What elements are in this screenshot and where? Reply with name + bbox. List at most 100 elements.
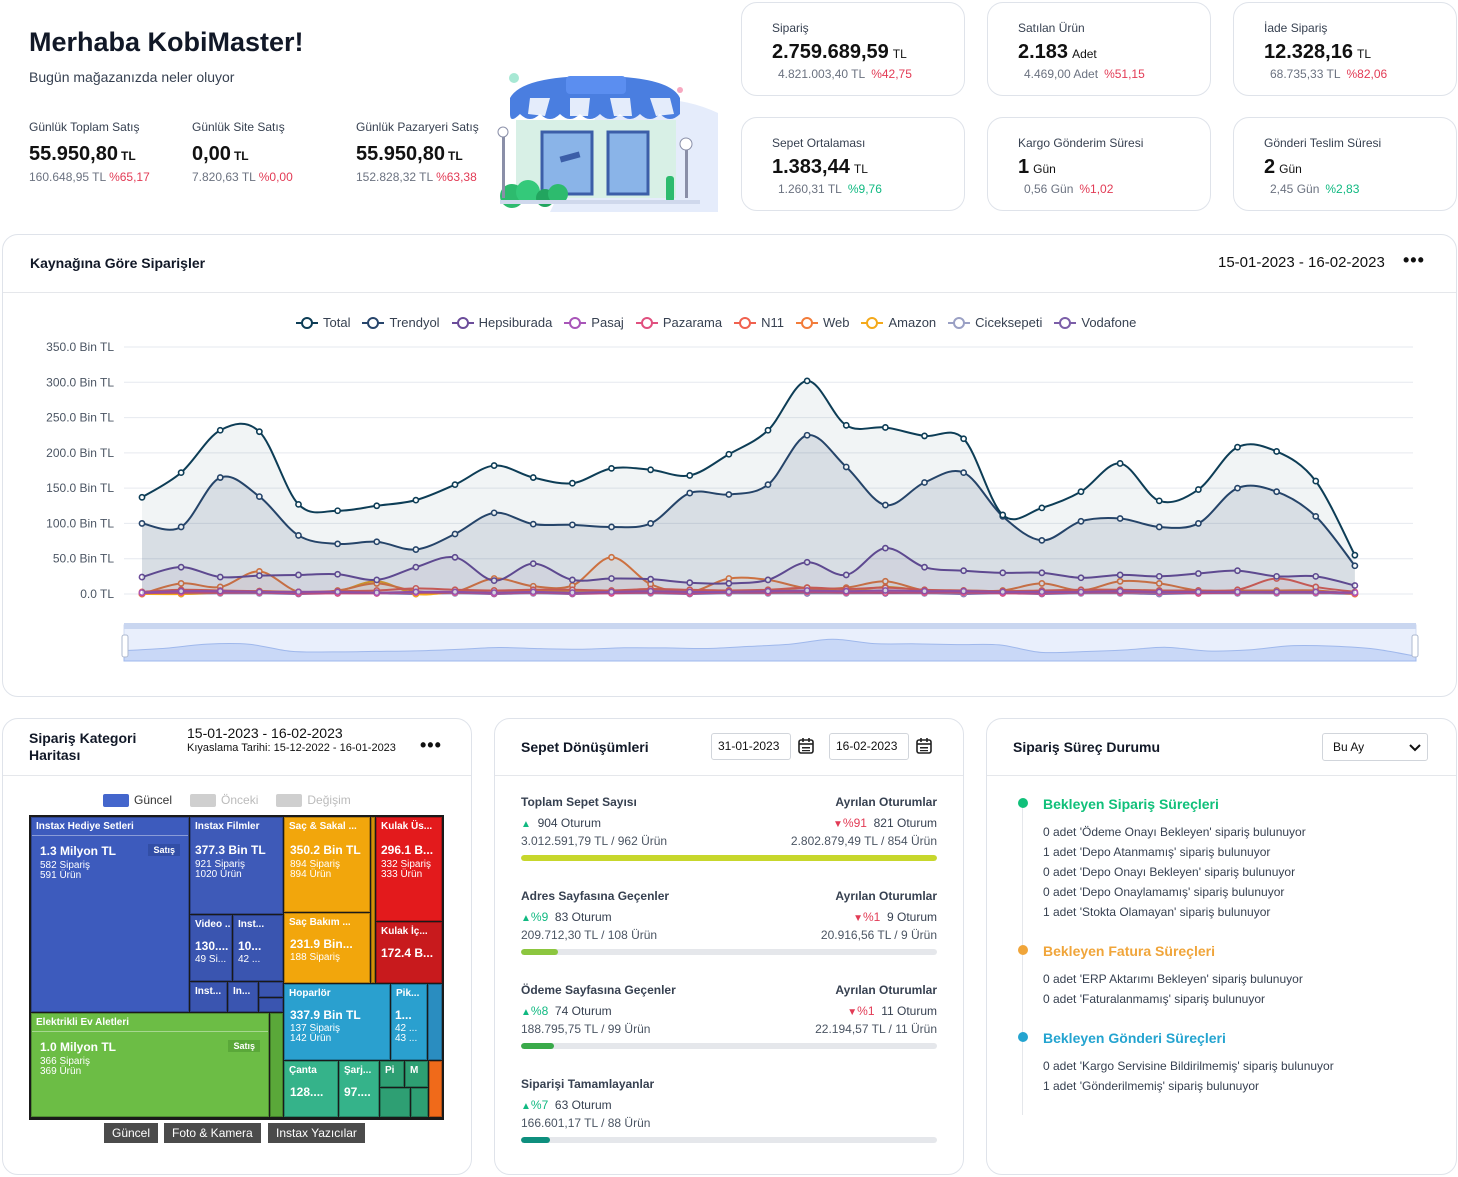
kpi-card-satilan-urun[interactable]: Satılan Ürün 2.183 Adet 4.469,00 Adet %51,… (987, 2, 1211, 96)
data-point-trendyol (881, 501, 889, 509)
legend-item-ciceksepeti[interactable]: Ciceksepeti (948, 315, 1042, 330)
process-item: 1 adet 'Stokta Olamayan' sipariş bulunuy… (1043, 905, 1271, 919)
basket-date-from[interactable]: 31-01-2023 (711, 733, 791, 760)
legend-item-web[interactable]: Web (795, 315, 850, 330)
treemap-tile-elektrikli-ev[interactable]: Elektrikli Ev Aletleri 1.0 Milyon TL Satı… (31, 1013, 269, 1117)
legend-item-total[interactable]: Total (296, 315, 350, 330)
legend-current[interactable]: Güncel (103, 793, 172, 807)
daily-marketplace-sales: Günlük Pazaryeri Satış 55.950,80 TL 152.8… (356, 120, 496, 184)
legend-label: Web (822, 315, 850, 330)
treemap-tile-sliver[interactable] (371, 817, 375, 983)
process-group-title[interactable]: Bekleyen Sipariş Süreçleri (1043, 796, 1219, 812)
stat-label: Günlük Pazaryeri Satış (356, 120, 479, 134)
treemap-tile-kulak-ustu[interactable]: Kulak Üs... 296.1 B... 332 Sipariş 333 Ü… (376, 817, 442, 921)
treemap-tile-sac-sakal[interactable]: Saç & Sakal ... 350.2 Bin TL 894 Sipariş… (284, 817, 370, 912)
series-area-total (142, 380, 1355, 594)
orders-date-range[interactable]: 15-01-2023 - 16-02-2023 (1218, 254, 1385, 271)
zoom-handle-left (121, 634, 129, 658)
progress-bar (521, 949, 937, 955)
greeting-subtitle: Bugün mağazanızda neler oluyor (29, 69, 235, 85)
treemap-tile-pi[interactable]: Pi (380, 1061, 404, 1087)
treemap-tile-hoparlor[interactable]: Hoparlör 337.9 Bin TL 137 Sipariş 142 Ür… (284, 984, 390, 1060)
tile-value: 10... (238, 939, 262, 953)
stat-unit: TL (233, 149, 249, 163)
kpi-change: %2,83 (1325, 182, 1360, 196)
data-point-trendyol (764, 481, 772, 489)
data-point-pasaj (216, 587, 224, 595)
data-point-pasaj (568, 589, 576, 596)
calendar-icon[interactable] (915, 737, 933, 755)
breadcrumb-foto-kamera[interactable]: Foto & Kamera (164, 1123, 261, 1143)
legend-item-vodafone[interactable]: Vodafone (1054, 315, 1136, 330)
tile-value: 172.4 B... (381, 946, 434, 960)
kpi-card-gonderi-teslim[interactable]: Gönderi Teslim Süresi 2 Gün 2,45 Gün %2,83 (1233, 117, 1457, 211)
legend-item-hepsiburada[interactable]: Hepsiburada (451, 315, 552, 330)
treemap-tile-orange-strip[interactable] (429, 1061, 442, 1117)
legend-item-amazon[interactable]: Amazon (861, 315, 936, 330)
basket-date-to[interactable]: 16-02-2023 (829, 733, 909, 760)
treemap-tile-blank[interactable] (259, 982, 283, 997)
kpi-card-kargo-gonderim[interactable]: Kargo Gönderim Süresi 1 Gün 0,56 Gün %1,02 (987, 117, 1211, 211)
zoom-preview (123, 638, 1417, 662)
data-point-hepsiburada (803, 558, 811, 566)
data-point-trendyol (608, 523, 615, 531)
treemap-tile-blue-strip[interactable] (428, 984, 442, 1060)
legend-item-trendyol[interactable]: Trendyol (362, 315, 440, 330)
data-point-total (1194, 486, 1202, 493)
tile-line: 43 ... (395, 1033, 418, 1044)
treemap-tile-blank[interactable] (380, 1088, 410, 1117)
treemap-tile-instax-small[interactable]: Inst... 10... 42 ... (233, 915, 283, 981)
treemap-tile-instax-hediye[interactable]: Instax Hediye Setleri 1.3 Milyon TL Satış… (31, 817, 189, 1012)
data-point-hepsiburada (295, 571, 302, 579)
treemap-tile-canta[interactable]: Çanta 128.... (284, 1061, 338, 1117)
data-point-pasaj (138, 589, 146, 596)
period-select[interactable]: Bu Ay (1322, 733, 1428, 761)
treemap-tile-blank[interactable] (259, 998, 283, 1012)
legend-label: Ciceksepeti (975, 315, 1043, 330)
treemap-tile-green-strip[interactable] (270, 1013, 283, 1117)
legend-change[interactable]: Değişim (276, 793, 351, 807)
progress-fill (521, 1137, 551, 1143)
kpi-card-siparis[interactable]: Sipariş 2.759.689,59 TL 4.821.003,40 TL %4… (741, 2, 965, 96)
process-group-title[interactable]: Bekleyen Fatura Süreçleri (1043, 943, 1215, 959)
down-arrow-icon: ▼ (833, 819, 843, 830)
data-point-hepsiburada (1077, 574, 1085, 582)
stat-change: %65,17 (109, 170, 150, 184)
treemap-tile-instax-filmler[interactable]: Instax Filmler 377.3 Bin TL 921 Sipariş … (190, 817, 283, 914)
calendar-icon[interactable] (797, 737, 815, 755)
legend-item-pazarama[interactable]: Pazarama (635, 315, 722, 330)
data-point-trendyol (216, 474, 224, 481)
category-menu-button[interactable]: ••• (420, 735, 442, 755)
breadcrumb-current[interactable]: Güncel (104, 1123, 159, 1143)
kpi-card-iade-siparis[interactable]: İade Sipariş 12.328,16 TL 68.735,33 TL %82… (1233, 2, 1457, 96)
treemap-tile-sarj[interactable]: Şarj... 97.... (339, 1061, 379, 1117)
data-point-pasaj (842, 587, 850, 595)
data-point-hepsiburada (412, 563, 420, 571)
treemap-tile-video[interactable]: Video ... 130.... 49 Si... (190, 915, 232, 981)
tile-line: 921 Sipariş (195, 859, 246, 870)
tile-value: 97.... (344, 1085, 371, 1099)
orders-menu-button[interactable]: ••• (1403, 250, 1425, 270)
kpi-card-sepet-ortalamasi[interactable]: Sepet Ortalaması 1.383,44 TL 1.260,31 TL%… (741, 117, 965, 211)
treemap-tile-pik[interactable]: Pik... 1... 42 ... 43 ... (391, 984, 427, 1060)
treemap-tile-inst[interactable]: Inst... (190, 982, 227, 1012)
data-point-total (881, 424, 889, 431)
category-date-range[interactable]: 15-01-2023 - 16-02-2023 (187, 725, 343, 741)
process-item: 0 adet 'Ödeme Onayı Bekleyen' sipariş bu… (1043, 825, 1306, 839)
treemap-tile-in[interactable]: In... (228, 982, 258, 1012)
legend-previous[interactable]: Önceki (190, 793, 258, 807)
kpi-label: İade Sipariş (1264, 21, 1328, 35)
treemap-tile-sac-bakim[interactable]: Saç Bakım ... 231.9 Bin... 188 Sipariş (284, 913, 370, 983)
data-point-trendyol (1038, 536, 1046, 544)
row-left-sessions: 63 Oturum (554, 1098, 612, 1112)
breadcrumb-instax-yazicilar[interactable]: Instax Yazıcılar (268, 1123, 365, 1143)
tile-title: Kulak Üs... (381, 821, 433, 832)
treemap-tile-m[interactable]: M (405, 1061, 428, 1087)
process-group-title[interactable]: Bekleyen Gönderi Süreçleri (1043, 1030, 1226, 1046)
treemap-tile-blank[interactable] (411, 1088, 428, 1117)
treemap-tile-kulak-ici[interactable]: Kulak İç... 172.4 B... (376, 922, 442, 983)
tile-value: 1.3 Milyon TL Satış (32, 844, 188, 858)
row-left-stats: ▲%9 83 Oturum (521, 910, 612, 924)
legend-item-n11[interactable]: N11 (734, 315, 784, 330)
legend-item-pasaj[interactable]: Pasaj (564, 315, 624, 330)
